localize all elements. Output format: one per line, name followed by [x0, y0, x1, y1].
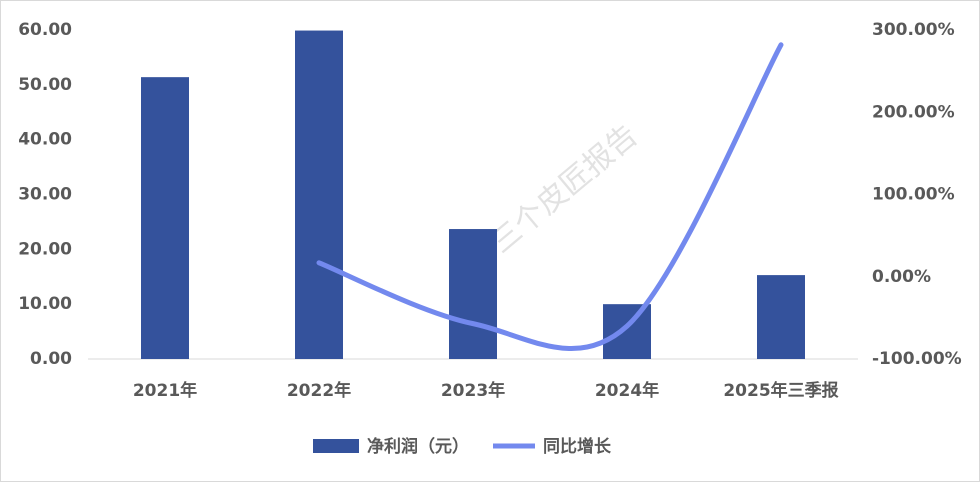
x-tick-label: 2023年	[441, 380, 505, 401]
legend-label: 同比增长	[543, 436, 612, 457]
bar	[449, 229, 497, 359]
x-tick-label: 2025年三季报	[723, 380, 838, 401]
legend-label: 净利润（元）	[367, 436, 469, 457]
y2-tick-label: 200.00%	[872, 102, 955, 122]
bar	[141, 77, 189, 359]
y-tick-label: 60.00	[18, 20, 72, 40]
x-tick-label: 2022年	[287, 380, 351, 401]
y-tick-label: 50.00	[18, 75, 72, 95]
y2-tick-label: 100.00%	[872, 185, 955, 205]
y-tick-label: 10.00	[18, 294, 72, 314]
y-tick-label: 0.00	[30, 349, 72, 369]
y-tick-label: 20.00	[18, 239, 72, 259]
y2-tick-label: -100.00%	[872, 349, 962, 369]
line	[316, 42, 784, 352]
legend-swatch	[313, 439, 359, 453]
x-tick-label: 2021年	[133, 380, 197, 401]
bar	[757, 275, 805, 359]
y-tick-label: 30.00	[18, 185, 72, 205]
y2-tick-label: 300.00%	[872, 20, 955, 40]
x-tick-label: 2024年	[595, 380, 659, 401]
bar	[603, 304, 651, 359]
y-tick-label: 40.00	[18, 130, 72, 150]
bar	[295, 30, 343, 359]
y2-tick-label: 0.00%	[872, 267, 931, 287]
